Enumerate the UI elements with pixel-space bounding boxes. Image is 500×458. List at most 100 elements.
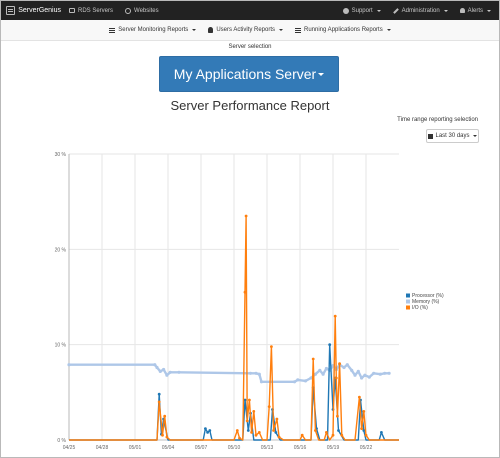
data-point	[208, 429, 212, 432]
data-point	[367, 375, 371, 379]
data-point	[387, 371, 391, 375]
data-point	[309, 376, 313, 380]
server-genius-logo-icon	[6, 6, 16, 15]
wrench-icon	[392, 7, 399, 14]
nav-support[interactable]: Support	[342, 7, 381, 14]
legend-swatch	[406, 299, 410, 304]
menu-server-monitoring-reports[interactable]: Server Monitoring Reports	[109, 27, 197, 33]
x-tick-label: 05/19	[327, 445, 340, 451]
nav-administration-label: Administration	[401, 7, 440, 14]
menu-users-activity-reports[interactable]: Users Activity Reports	[208, 27, 283, 33]
data-point	[206, 431, 210, 434]
x-tick-label: 05/16	[294, 445, 307, 451]
data-point	[340, 433, 344, 437]
legend-swatch	[406, 305, 410, 310]
nav-support-label: Support	[351, 7, 373, 14]
time-range-button[interactable]: Last 30 days	[426, 129, 479, 143]
server-selection-label: Server selection	[228, 44, 272, 50]
data-point	[358, 395, 361, 399]
legend-entry: Memory (%)	[412, 299, 440, 305]
brand-name: ServerGenius	[18, 7, 61, 14]
data-point	[356, 369, 360, 373]
data-point	[321, 372, 325, 376]
data-point	[353, 373, 357, 377]
data-point	[272, 429, 275, 432]
data-point	[364, 433, 368, 437]
data-point	[162, 367, 166, 372]
y-tick-label: 10 %	[55, 343, 67, 349]
series-line-1	[69, 363, 390, 383]
reports-menu: Server Monitoring Reports Users Activity…	[1, 20, 499, 41]
globe-icon	[125, 7, 132, 14]
data-point	[67, 363, 71, 367]
list-icon	[109, 27, 116, 33]
legend-entry: Processor (%)	[412, 293, 444, 299]
data-point	[338, 362, 341, 366]
data-point	[292, 380, 297, 384]
x-tick-label: 05/10	[228, 445, 241, 451]
data-point	[274, 431, 278, 434]
data-point	[311, 357, 315, 361]
data-point	[168, 370, 172, 374]
data-point	[362, 429, 366, 432]
data-point	[161, 433, 164, 437]
data-point	[275, 417, 279, 421]
chevron-down-icon	[472, 135, 477, 137]
brand[interactable]: ServerGenius	[1, 6, 61, 15]
data-point	[254, 433, 258, 437]
data-point	[245, 419, 249, 423]
data-point	[328, 343, 332, 347]
time-range-label: Time range reporting selection	[397, 117, 478, 123]
data-point	[360, 376, 364, 380]
data-point	[243, 290, 247, 294]
data-point	[372, 371, 376, 375]
data-point	[324, 366, 328, 371]
legend-entry: I/O (%)	[412, 305, 428, 311]
data-point	[259, 380, 264, 384]
data-point	[325, 431, 328, 434]
data-point	[257, 372, 261, 376]
data-point	[252, 410, 256, 413]
nav-alerts[interactable]: Alerts	[459, 8, 491, 14]
nav-websites[interactable]: Websites	[125, 7, 159, 14]
server-icon	[69, 8, 75, 13]
data-point	[378, 372, 382, 376]
nav-administration[interactable]: Administration	[392, 7, 448, 14]
chevron-down-icon	[318, 72, 325, 76]
nav-rds-servers[interactable]: RDS Servers	[69, 8, 113, 14]
data-point	[267, 405, 271, 408]
x-tick-label: 05/22	[360, 445, 373, 451]
x-tick-label: 04/28	[96, 445, 109, 451]
menu-running-applications-reports[interactable]: Running Applications Reports	[295, 27, 391, 33]
data-point	[345, 363, 349, 367]
data-point	[153, 363, 157, 367]
data-point	[336, 414, 339, 418]
data-point	[314, 429, 317, 432]
data-point	[243, 398, 247, 402]
data-point	[362, 410, 366, 413]
performance-chart: 04/25 04/28 05/01 05/04 05/07 05/10 05/13 05/16…	[55, 152, 444, 451]
info-icon	[342, 7, 349, 14]
x-tick-label: 04/25	[63, 445, 76, 451]
data-point	[238, 436, 241, 440]
data-point	[313, 372, 317, 376]
data-point	[165, 373, 169, 377]
data-point	[155, 365, 159, 370]
top-navbar: ServerGenius RDS Servers Websites Suppor…	[1, 1, 499, 20]
data-point	[158, 369, 162, 373]
data-point	[177, 370, 181, 374]
server-select-button[interactable]: My Applications Server	[159, 56, 339, 92]
data-point	[350, 368, 354, 372]
x-tick-label: 05/13	[261, 445, 274, 451]
data-point	[246, 429, 250, 432]
calendar-icon	[428, 133, 434, 139]
chevron-down-icon	[386, 29, 391, 31]
chevron-down-icon	[487, 9, 491, 12]
data-point	[235, 429, 239, 432]
data-point	[296, 378, 300, 382]
chevron-down-icon	[279, 29, 283, 31]
data-point	[157, 400, 161, 404]
data-point	[334, 376, 338, 380]
x-tick-label: 05/07	[195, 445, 208, 451]
data-point	[250, 431, 254, 434]
